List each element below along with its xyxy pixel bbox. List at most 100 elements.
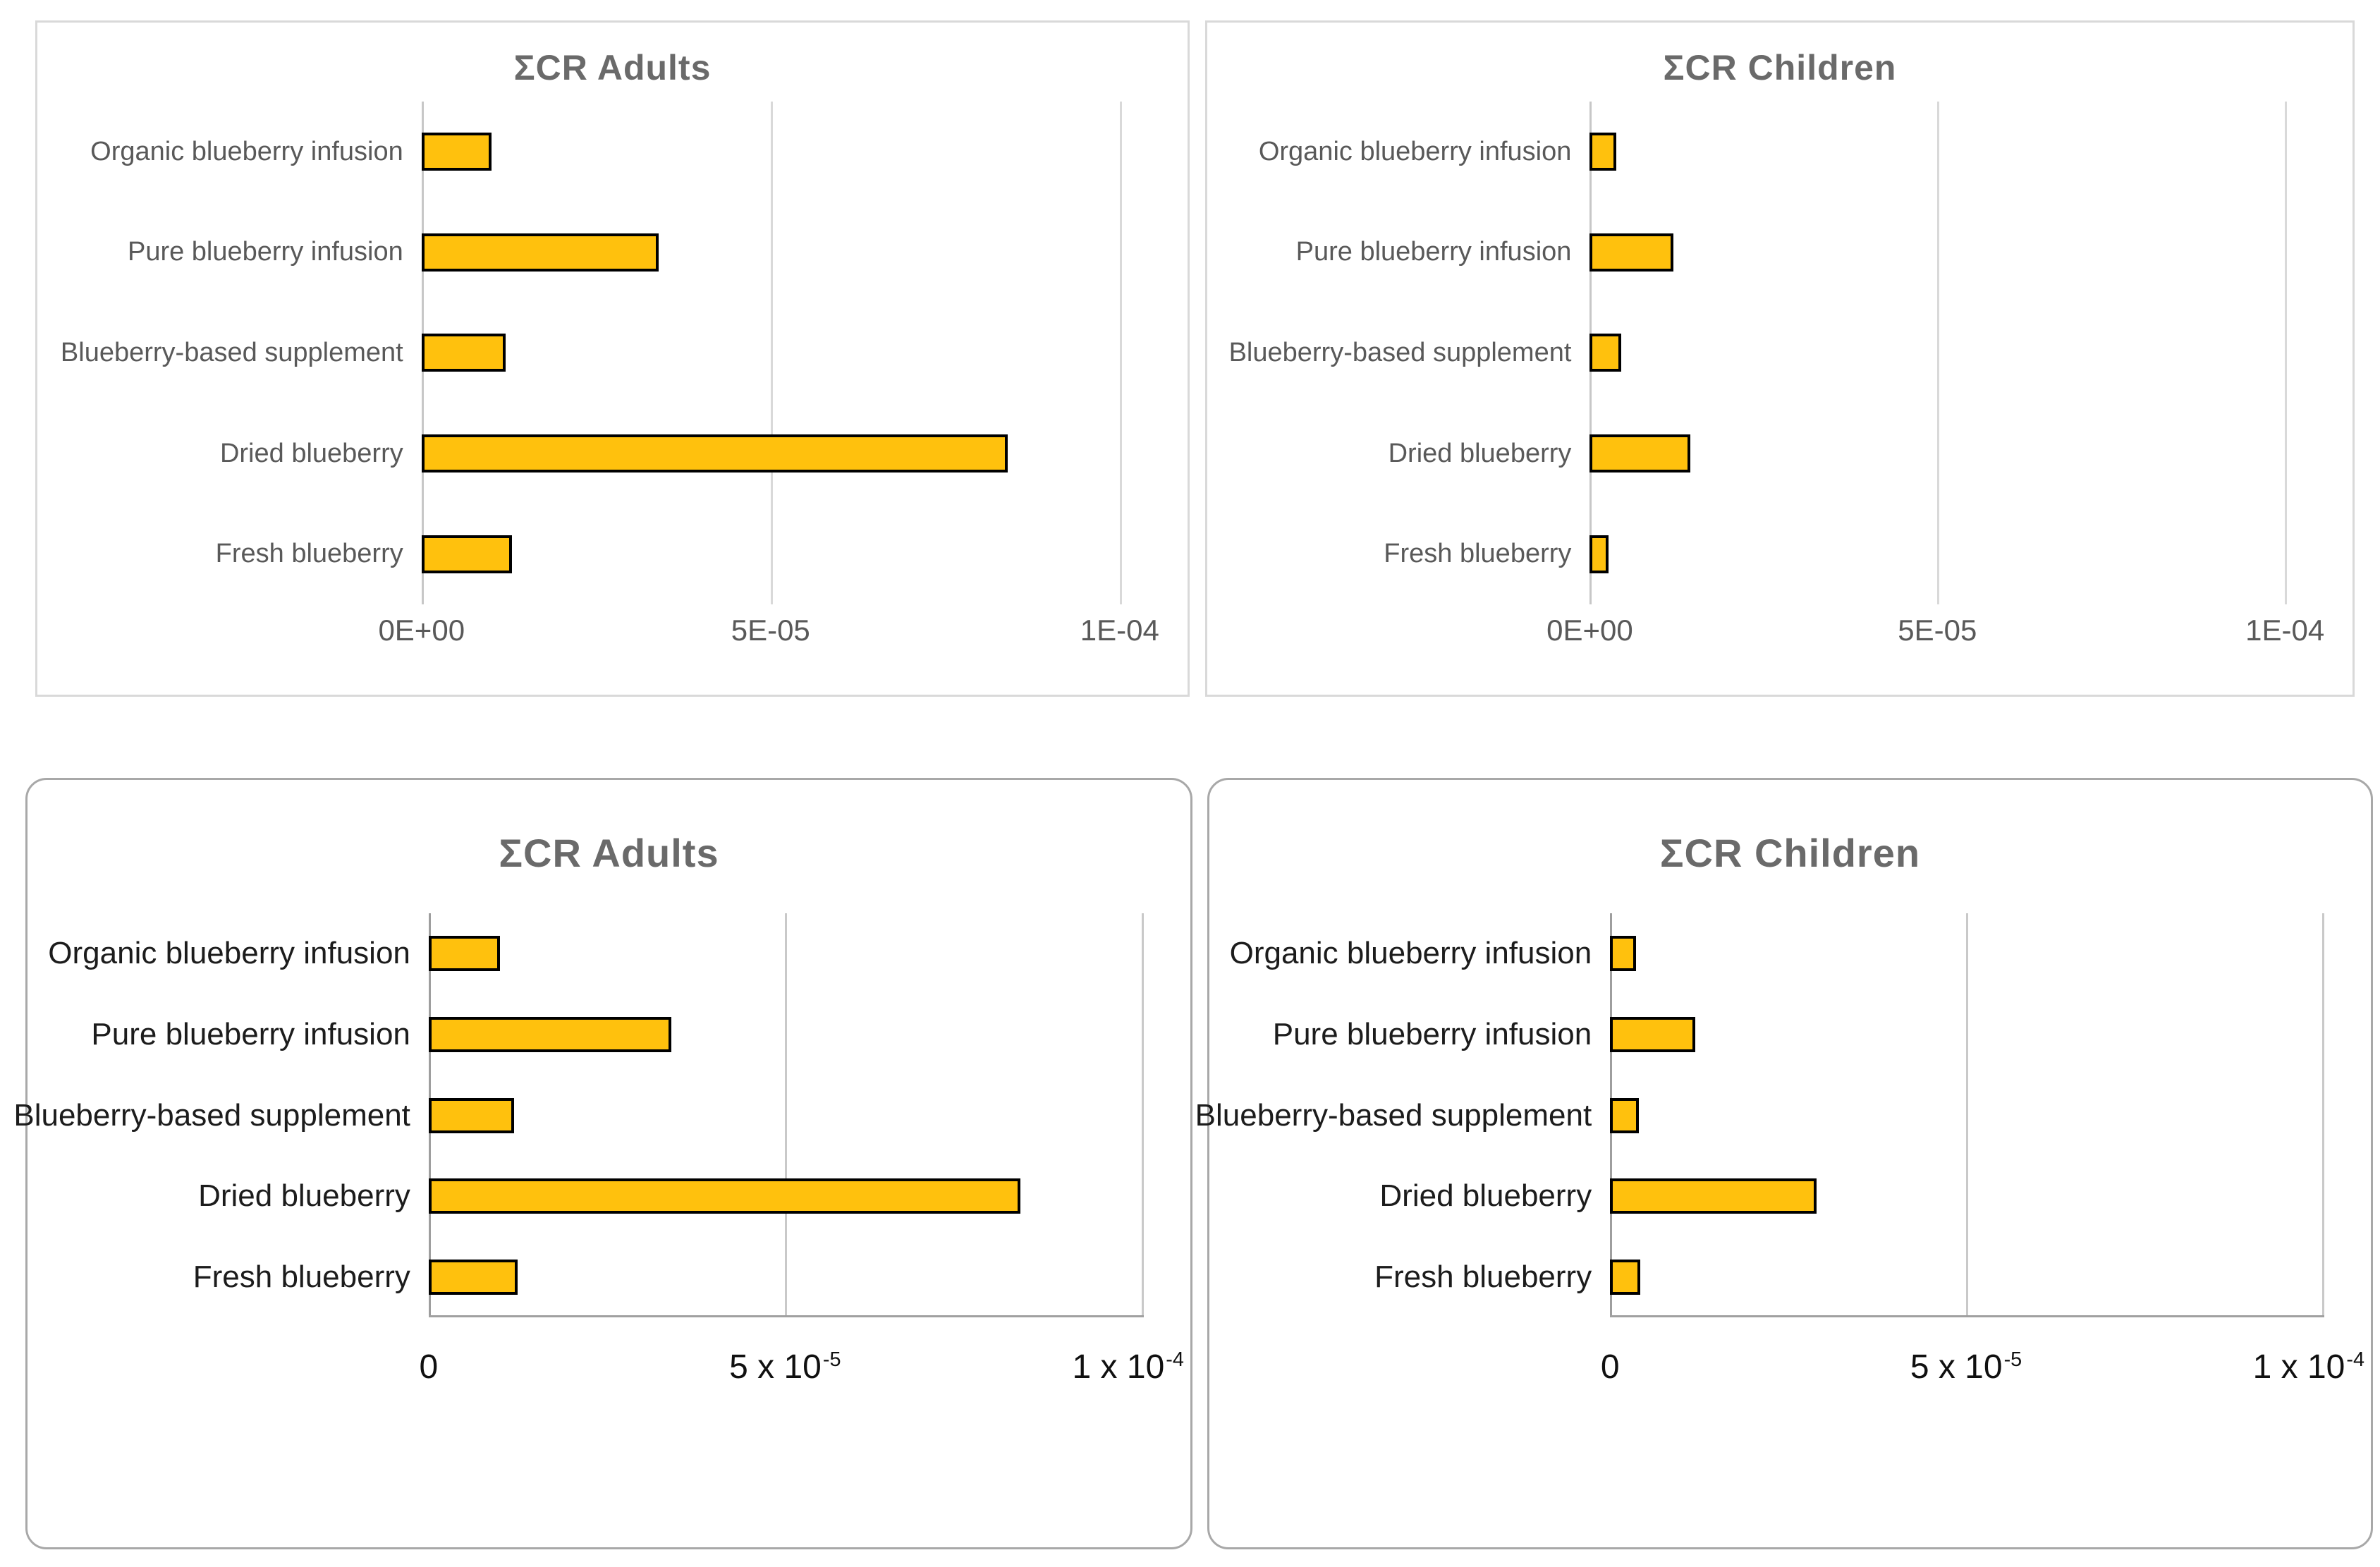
- bar: [428, 1178, 1020, 1214]
- category-label: Fresh blueberry: [215, 539, 403, 569]
- bar-row: [1610, 913, 2322, 994]
- axis-tick-exponent: -5: [2003, 1348, 2022, 1372]
- axis-tick-label: 1E-04: [1080, 614, 1159, 647]
- category-label: Dried blueberry: [1379, 1178, 1592, 1214]
- chart-body: Organic blueberry infusion Pure blueberry…: [37, 102, 1188, 604]
- gridline-end: [2285, 102, 2288, 604]
- bar-row: [421, 202, 1120, 303]
- category-label: Organic blueberry infusion: [48, 936, 410, 971]
- category-axis-baseline: [1610, 1315, 2324, 1318]
- bars-container: [428, 913, 1142, 1317]
- bar: [1589, 535, 1609, 573]
- category-label: Fresh blueberry: [1384, 539, 1572, 569]
- category-label: Organic blueberry infusion: [90, 136, 403, 166]
- category-label: Blueberry-based supplement: [13, 1097, 410, 1133]
- bar-row: [428, 913, 1142, 994]
- gridline-end: [1141, 913, 1144, 1318]
- axis-tick-base: 5E-05: [731, 614, 810, 647]
- category-label: Dried blueberry: [219, 438, 403, 468]
- gridline-mid: [770, 102, 773, 604]
- bars-container: [421, 102, 1120, 604]
- bar-row: [1589, 303, 2285, 403]
- bar: [1610, 936, 1636, 972]
- category-label: Blueberry-based supplement: [1195, 1097, 1592, 1133]
- bar-row: [428, 994, 1142, 1075]
- axis-tick-label: 1 x 10-4: [2253, 1348, 2364, 1386]
- bar-row: [1589, 102, 2285, 202]
- axis-tick-exponent: -4: [1166, 1348, 1184, 1372]
- category-axis-labels: Organic blueberry infusion Pure blueberry…: [37, 102, 422, 604]
- gridline-mid: [785, 913, 788, 1318]
- chart-panel-adults-bottom: ΣCR Adults Organic blueberry infusion Pur…: [13, 778, 1192, 1549]
- category-label: Dried blueberry: [198, 1178, 410, 1214]
- bar-row: [1610, 1156, 2322, 1237]
- bar-row: [1589, 504, 2285, 604]
- chart-body: Organic blueberry infusion Pure blueberry…: [1207, 102, 2352, 604]
- bar-row: [428, 1075, 1142, 1156]
- category-label: Organic blueberry infusion: [1229, 936, 1592, 971]
- chart-title: ΣCR Children: [1659, 831, 1921, 875]
- bar: [1610, 1259, 1640, 1295]
- bar: [421, 434, 1008, 473]
- chart-body: Organic blueberry infusion Pure blueberry…: [13, 913, 1190, 1318]
- value-axis-tick-row: 0 5 x 10-5 1 x 10-4: [1601, 1317, 2364, 1402]
- axis-tick-base: 1E-04: [1080, 614, 1159, 647]
- axis-tick-label: 0: [1601, 1348, 1620, 1386]
- axis-tick-base: 1E-04: [2245, 614, 2325, 647]
- category-axis-baseline: [428, 1315, 1144, 1318]
- chart-panel-adults-top: ΣCR Adults Organic blueberry infusion Pur…: [35, 20, 1190, 697]
- value-axis-tick-row: 0E+00 5E-05 1E-04: [378, 604, 1159, 668]
- bar: [1589, 334, 1621, 372]
- bar: [1610, 1097, 1639, 1133]
- gridline-end: [1119, 102, 1122, 604]
- value-axis-tick-row: 0E+00 5E-05 1E-04: [1546, 604, 2324, 668]
- axis-tick-label: 1 x 10-4: [1073, 1348, 1184, 1386]
- category-axis-labels: Organic blueberry infusion Pure blueberry…: [1195, 913, 1610, 1317]
- bar: [1589, 434, 1691, 473]
- plot-area: [428, 913, 1144, 1318]
- bar: [1589, 133, 1616, 171]
- axis-tick-exponent: -4: [2346, 1348, 2364, 1372]
- bar-row: [421, 403, 1120, 504]
- bar-row: [421, 303, 1120, 403]
- axis-tick-label: 0E+00: [378, 614, 465, 647]
- axis-tick-base: 0: [419, 1348, 439, 1386]
- category-label: Pure blueberry infusion: [91, 1017, 410, 1052]
- axis-tick-base: 1 x 10: [1072, 1348, 1165, 1386]
- bar-row: [1589, 403, 2285, 504]
- axis-tick-label: 5 x 10-5: [729, 1348, 841, 1386]
- axis-tick-base: 1 x 10: [2252, 1348, 2345, 1386]
- chart-panel-children-bottom: ΣCR Children Organic blueberry infusion P…: [1195, 778, 2373, 1549]
- gridline-mid: [1937, 102, 1940, 604]
- bar: [1610, 1017, 1696, 1053]
- bar: [428, 1259, 518, 1295]
- bar-row: [1610, 994, 2322, 1075]
- bar-row: [428, 1156, 1142, 1237]
- bar-row: [1610, 1075, 2322, 1156]
- chart-title: ΣCR Children: [1663, 48, 1897, 87]
- category-label: Fresh blueberry: [1374, 1259, 1592, 1294]
- category-label: Pure blueberry infusion: [127, 237, 403, 267]
- chart-body: Organic blueberry infusion Pure blueberry…: [1195, 913, 2371, 1318]
- bar-row: [421, 102, 1120, 202]
- bar-row: [1610, 1237, 2322, 1318]
- bar: [1589, 233, 1673, 272]
- bar: [428, 1017, 671, 1053]
- bar-row: [421, 504, 1120, 604]
- bar: [421, 334, 506, 372]
- axis-tick-base: 5E-05: [1898, 614, 1977, 647]
- bars-container: [1589, 102, 2285, 604]
- bar: [428, 936, 500, 972]
- plot-area: [1589, 102, 2288, 604]
- axis-tick-base: 0E+00: [378, 614, 465, 647]
- axis-tick-label: 5E-05: [731, 614, 810, 647]
- plot-area: [421, 102, 1122, 604]
- bar: [1610, 1178, 1817, 1214]
- bar-row: [1589, 202, 2285, 303]
- axis-tick-label: 5E-05: [1898, 614, 1977, 647]
- category-label: Blueberry-based supplement: [1228, 337, 1572, 367]
- axis-tick-base: 5 x 10: [729, 1348, 822, 1386]
- axis-tick-exponent: -5: [822, 1348, 841, 1372]
- chart-title: ΣCR Adults: [499, 831, 719, 875]
